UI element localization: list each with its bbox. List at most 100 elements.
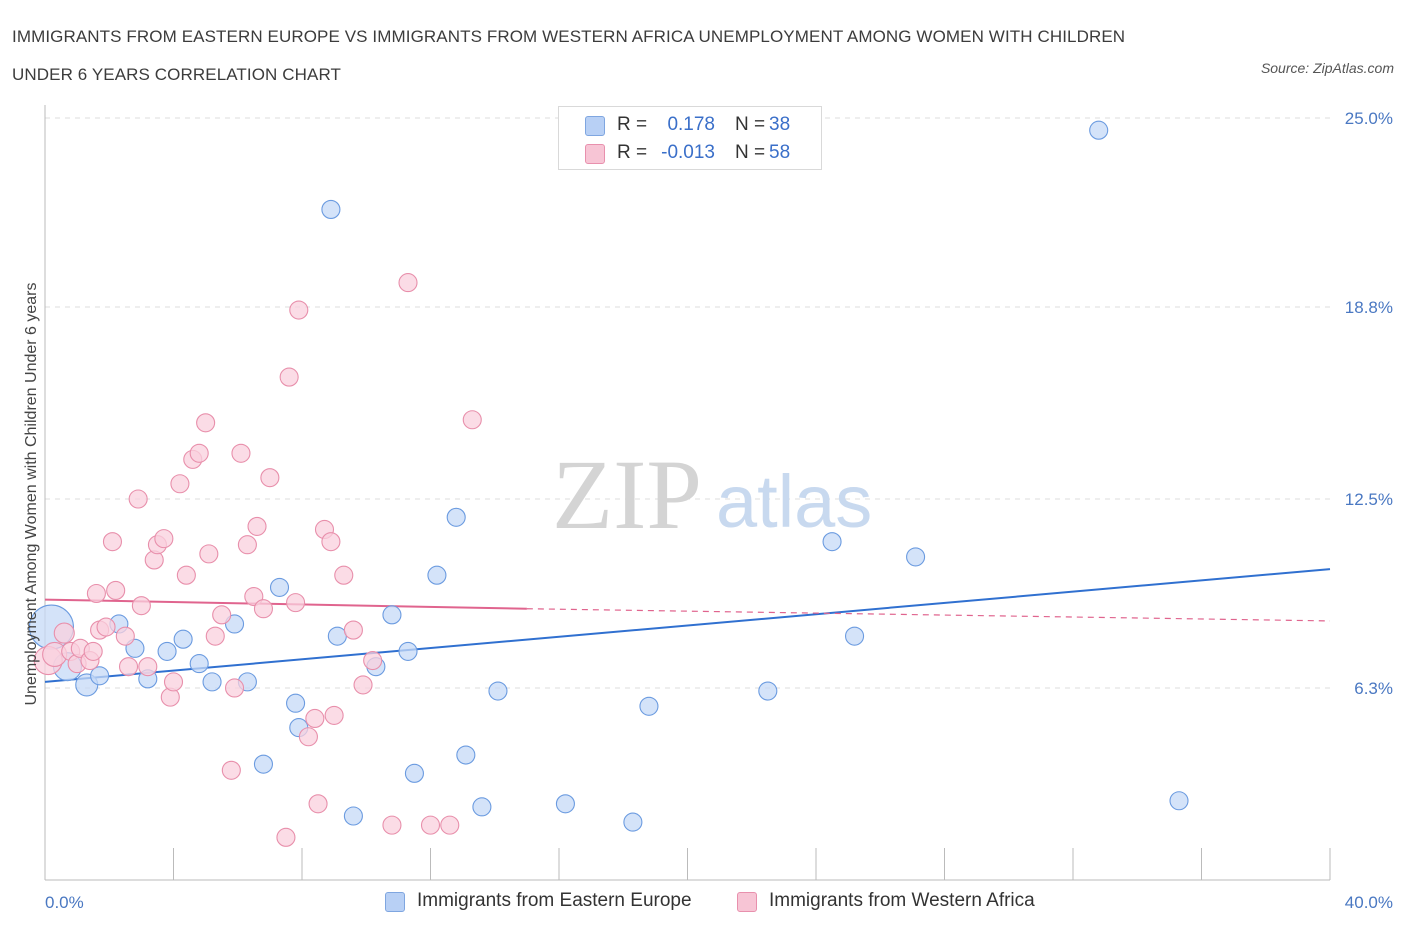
data-point [202,672,222,692]
data-point [118,657,139,677]
trend-line [44,598,527,610]
data-point [343,806,363,826]
watermark-atlas: atlas [716,460,872,543]
data-point [382,605,402,625]
series-swatch-western-africa [737,892,757,912]
data-point [170,474,190,494]
x-tick-label: 40.0% [1345,893,1393,912]
tick-labels: 6.3% 12.5% 18.8% 25.0% 0.0% 40.0% [45,109,1393,912]
data-point [189,443,209,463]
source-label: Source: ZipAtlas.com [1260,60,1394,76]
data-point [462,410,482,430]
legend-r-label: R = [617,114,648,135]
data-point [398,641,418,661]
data-point [305,708,325,729]
data-point [83,641,103,661]
data-point [138,657,158,677]
data-point [131,596,151,616]
y-axis-label: Unemployment Among Women with Children U… [23,282,40,705]
axes [44,105,1331,881]
series-swatch-eastern-europe [385,892,405,912]
data-point [822,532,842,552]
data-point [555,794,575,814]
data-point [1169,791,1189,811]
data-points [28,120,1189,847]
data-point [446,507,466,527]
data-point [157,641,177,661]
data-point [231,443,251,463]
watermark: ZIP atlas [552,439,872,550]
data-point [176,565,196,585]
data-point [289,300,309,320]
data-point [212,605,232,625]
data-point [308,794,328,814]
legend-r-value: 0.178 [667,114,715,135]
data-point [96,617,116,637]
trend-line-extension [526,608,1331,622]
correlation-legend: R = 0.178 N = 38 R = -0.013 N = 58 [558,106,822,170]
data-point [224,678,245,698]
data-point [154,529,174,549]
data-point [260,468,280,488]
data-point [488,681,508,701]
data-point [247,516,267,536]
data-point [253,599,274,619]
legend-n-value: 38 [769,114,791,135]
legend-row-western-africa: R = -0.013 N = 58 [559,139,821,167]
data-point [237,535,257,555]
data-point [224,614,245,634]
data-point [472,797,492,817]
data-point [128,489,148,509]
data-point [279,367,299,387]
data-point [1089,120,1109,140]
data-point [286,593,306,613]
legend-n-label: N = [735,114,766,135]
trend-line [44,568,1331,683]
data-point [639,696,659,716]
legend-swatch-eastern-europe [585,116,605,136]
legend-n-label: N = [735,142,766,163]
data-point [456,745,476,765]
series-legend-label: Immigrants from Western Africa [769,890,1035,911]
legend-row-eastern-europe: R = 0.178 N = 38 [559,111,821,139]
data-point [286,693,306,713]
y-tick-label: 6.3% [1354,679,1393,698]
data-point [163,672,184,692]
data-point [844,626,865,646]
y-tick-label: 25.0% [1345,109,1393,128]
y-tick-label: 12.5% [1345,490,1393,509]
data-point [353,675,373,695]
data-point [324,705,344,725]
data-point [758,681,778,701]
data-point [189,654,209,674]
legend-swatch-western-africa [585,144,605,164]
data-point [269,577,290,597]
chart-title: IMMIGRANTS FROM EASTERN EUROPE VS IMMIGR… [12,27,1126,84]
data-point [382,815,402,835]
data-point [221,760,241,780]
data-point [90,666,110,686]
legend-r-label: R = [617,142,648,163]
data-point [334,565,354,585]
data-point [343,620,363,640]
data-point [199,544,219,564]
data-point [276,827,296,847]
data-point [196,413,216,433]
data-point [106,580,126,600]
watermark-zip: ZIP [552,439,702,550]
series-eastern-europe [28,120,1189,832]
legend-r-value: -0.013 [661,142,715,163]
data-point [906,547,926,567]
data-point [205,626,225,646]
data-point [253,754,274,774]
data-point [321,532,341,552]
data-point [115,626,135,646]
data-point [623,812,643,832]
trend-lines [44,568,1331,683]
data-point [398,273,418,293]
y-tick-label: 18.8% [1345,298,1393,317]
data-point [53,622,75,644]
data-point [321,199,341,219]
data-point [363,650,383,671]
